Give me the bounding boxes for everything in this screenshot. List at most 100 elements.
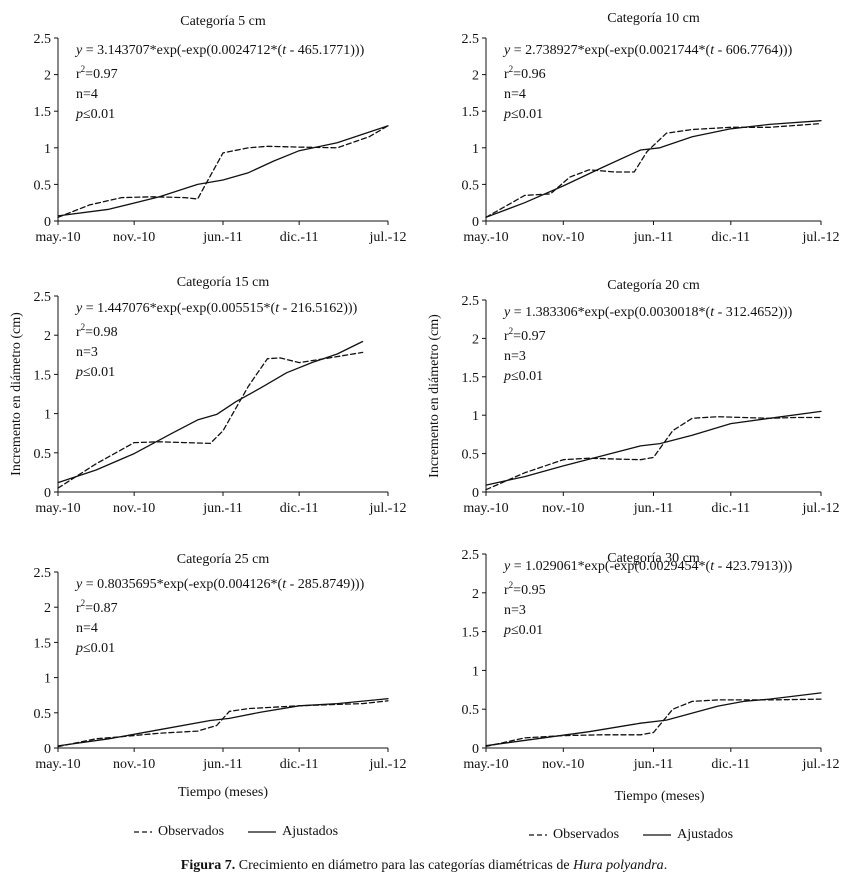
y-tick-label: 0 [44, 742, 51, 757]
eq-y: y [74, 43, 83, 58]
chart-5cm: Categoría 5 cm 0 0.5 1 1.5 2 2.5 may.-10 nov.-10… [34, 14, 407, 245]
legend-observed-swatch [529, 834, 547, 836]
r2-annotation: r2=0.98 [76, 322, 118, 340]
y-tick-label: 0 [472, 742, 479, 757]
x-tick-label: may.-10 [463, 501, 508, 516]
y-tick-label: 0.5 [462, 448, 480, 463]
r2-r: r [76, 601, 81, 616]
r2-annotation: r2=0.97 [504, 326, 546, 344]
figure-caption: Figura 7. Crecimiento en diámetro para l… [0, 858, 848, 874]
r2-r: r [76, 325, 81, 340]
x-tick-label: jun.-11 [633, 757, 674, 772]
series-ajustados-line [57, 698, 389, 747]
eq-tail: - 312.4652))) [714, 305, 792, 320]
y-tick-label: 1.5 [462, 105, 480, 120]
n-annotation: n=4 [504, 87, 526, 102]
series-ajustados-line [57, 340, 364, 484]
caption-end: . [663, 858, 668, 873]
r2-sup: 2 [509, 580, 514, 590]
x-tick-label: jul.-12 [802, 501, 840, 516]
eq-t: t [710, 559, 715, 574]
x-tick-label: nov.-10 [542, 501, 584, 516]
series-ajustados-line [485, 410, 822, 486]
x-tick-label: dic.-11 [711, 230, 750, 245]
y-tick-label: 0 [472, 486, 479, 501]
eq-t: t [275, 301, 280, 316]
y-tick-label: 2.5 [34, 32, 52, 47]
y-tick-label: 2.5 [462, 548, 480, 563]
p-value: ≤0.01 [83, 641, 115, 656]
chart-20cm: Categoría 20 cm 0 0.5 1 1.5 2 2.5 may.-10 nov.-1… [427, 278, 840, 516]
r2-sup: 2 [81, 64, 86, 74]
legend-fitted-label: Ajustados [677, 827, 734, 842]
p-annotation: p≤0.01 [75, 365, 115, 380]
series-observados-line [485, 122, 822, 218]
y-tick-label: 0 [44, 486, 51, 501]
y-tick-label: 1.5 [34, 105, 52, 120]
y-tick-label: 1.5 [462, 371, 480, 386]
r2-sup: 2 [509, 64, 514, 74]
chart-15cm: Categoría 15 cm 0 0.5 1 1.5 2 2.5 may.-10 nov.-1… [9, 275, 406, 516]
caption-text: Crecimiento en diámetro para las categor… [238, 858, 570, 873]
r2-annotation: r2=0.87 [76, 598, 118, 616]
chart-30cm: Categoría 30 cm 0 0.5 1 1.5 2 2.5 may.-10 nov.-1… [462, 548, 840, 804]
chart-panel-5cm: Categoría 5 cm 0 0.5 1 1.5 2 2.5 may.-10 nov.-10… [0, 0, 424, 267]
p-value: ≤0.01 [83, 365, 115, 380]
series-observados-line [57, 700, 389, 748]
p-value: ≤0.01 [511, 369, 543, 384]
legend-right: Observados Ajustados [529, 827, 733, 843]
legend-observed-label: Observados [553, 827, 620, 842]
r2-value: =0.87 [85, 601, 117, 616]
n-annotation: n=4 [76, 621, 98, 636]
chart-panel-15cm: Categoría 15 cm 0 0.5 1 1.5 2 2.5 may.-10 nov.-1… [0, 262, 424, 535]
chart-panel-30cm: Categoría 30 cm 0 0.5 1 1.5 2 2.5 may.-10 nov.-1… [424, 530, 848, 825]
eq-t: t [710, 43, 715, 58]
legend-observed-label: Observados [158, 824, 225, 839]
x-tick-label: dic.-11 [280, 757, 319, 772]
x-tick-label: nov.-10 [542, 230, 584, 245]
eq-body: = 3.143707*exp(-exp(0.0024712*( [82, 43, 282, 58]
r2-annotation: r2=0.96 [504, 64, 546, 82]
x-tick-label: jul.-12 [802, 230, 840, 245]
series-observados-line [57, 351, 364, 489]
r2-value: =0.97 [513, 329, 545, 344]
y-tick-label: 1.5 [34, 636, 52, 651]
x-tick-label: jun.-11 [633, 501, 674, 516]
r2-r: r [504, 583, 509, 598]
n-annotation: n=3 [504, 349, 526, 364]
legend-fitted-swatch [248, 831, 277, 833]
y-tick-label: 2 [472, 69, 479, 84]
r2-sup: 2 [81, 598, 86, 608]
p-annotation: p≤0.01 [503, 107, 543, 122]
x-tick-label: jul.-12 [802, 757, 840, 772]
chart-panel-20cm: Categoría 20 cm 0 0.5 1 1.5 2 2.5 may.-10 nov.-1… [424, 262, 848, 535]
equation-annotation: y = 2.738927*exp(-exp(0.0021744*(t - 606… [502, 43, 793, 58]
eq-y: y [502, 43, 511, 58]
x-tick-label: jul.-12 [369, 757, 407, 772]
y-tick-label: 0.5 [462, 178, 480, 193]
eq-t: t [710, 305, 715, 320]
y-tick-label: 2 [472, 587, 479, 602]
y-tick-label: 2.5 [34, 566, 52, 581]
r2-value: =0.98 [85, 325, 117, 340]
p-symbol: p [75, 107, 83, 122]
p-value: ≤0.01 [511, 623, 543, 638]
eq-tail: - 465.1771))) [286, 43, 364, 58]
eq-t: t [282, 43, 287, 58]
chart-25cm: Categoría 25 cm 0 0.5 1 1.5 2 2.5 may.-10 nov.-1… [34, 552, 407, 800]
x-tick-label: dic.-11 [711, 501, 750, 516]
x-axis-label: Tiempo (meses) [178, 785, 268, 800]
y-tick-label: 1 [472, 409, 479, 424]
eq-y: y [74, 301, 83, 316]
r2-annotation: r2=0.95 [504, 580, 546, 598]
x-tick-label: jun.-11 [202, 501, 243, 516]
series-observados-line [485, 416, 822, 491]
y-tick-label: 2 [472, 332, 479, 347]
r2-r: r [504, 67, 509, 82]
y-tick-label: 1.5 [462, 626, 480, 641]
x-tick-label: dic.-11 [280, 501, 319, 516]
eq-y: y [74, 577, 83, 592]
x-tick-label: jun.-11 [633, 230, 674, 245]
y-tick-label: 2.5 [462, 294, 480, 309]
r2-value: =0.95 [513, 583, 545, 598]
